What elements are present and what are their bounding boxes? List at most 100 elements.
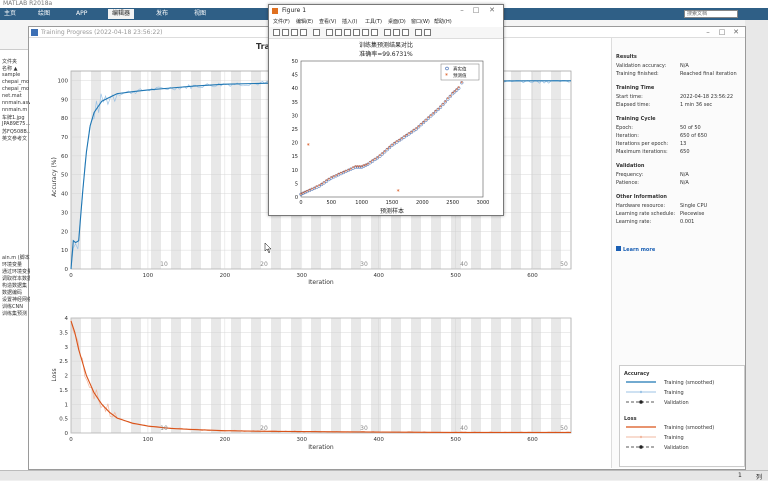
folder-item[interactable]: 数据编码 xyxy=(2,290,23,296)
figure-ytick-label: 15 xyxy=(292,154,298,160)
loss-ytick-label: 3 xyxy=(65,345,69,351)
save-icon[interactable] xyxy=(291,29,298,36)
predicted-value-point: * xyxy=(337,173,340,179)
show-plot-tools-icon[interactable] xyxy=(424,29,431,36)
folder-item[interactable]: ain.m (脚本) xyxy=(2,255,30,261)
folder-item[interactable]: 英文参考文 xyxy=(2,136,28,142)
menu-item-view[interactable]: 查看(V) xyxy=(319,19,337,25)
folder-item[interactable]: nnmain.m xyxy=(2,107,28,113)
print-icon[interactable] xyxy=(300,29,307,36)
epoch-label: 50 xyxy=(560,261,568,268)
learn-more-link[interactable]: Learn more xyxy=(616,246,655,253)
accuracy-xtick-label: 200 xyxy=(220,273,231,279)
zoom-out-icon[interactable] xyxy=(335,29,342,36)
legend-true-label: 真实值 xyxy=(453,66,467,73)
tab-plots[interactable]: 绘图 xyxy=(38,10,51,17)
loss-xtick-label: 400 xyxy=(373,437,384,443)
legend-icon[interactable] xyxy=(402,29,409,36)
edit-plot-icon[interactable] xyxy=(313,29,320,36)
info-value: 650 xyxy=(680,149,690,155)
menu-item-window[interactable]: 窗口(W) xyxy=(411,19,430,25)
hide-plot-tools-icon[interactable] xyxy=(415,29,422,36)
predicted-value-point: * xyxy=(460,81,463,87)
zoom-in-icon[interactable] xyxy=(326,29,333,36)
brush-icon[interactable] xyxy=(371,29,378,36)
folder-item[interactable]: sample xyxy=(2,72,21,78)
true-value-point xyxy=(404,133,409,138)
predicted-value-point: * xyxy=(434,110,437,116)
training-window-title: Training Progress (2022-04-18 23:56:22) xyxy=(41,29,163,36)
true-value-point xyxy=(395,140,399,144)
info-value: 1 min 36 sec xyxy=(680,102,713,108)
status-bar: 1 列 xyxy=(0,470,768,481)
menu-item-help[interactable]: 帮助(H) xyxy=(434,19,452,25)
menu-item-edit[interactable]: 编辑(E) xyxy=(296,19,314,25)
new-figure-icon[interactable] xyxy=(273,29,280,36)
predicted-value-point: * xyxy=(330,176,333,182)
close-icon[interactable]: ✕ xyxy=(733,28,739,36)
folder-item[interactable]: 文件夹 xyxy=(2,59,18,65)
info-value: 650 of 650 xyxy=(680,133,708,139)
true-value-point xyxy=(446,97,450,101)
true-value-point xyxy=(443,100,448,104)
predicted-value-point: * xyxy=(369,161,372,167)
search-input[interactable]: 搜索文档 xyxy=(684,10,738,18)
menu-item-tools[interactable]: 工具(T) xyxy=(365,19,382,25)
folder-item[interactable]: 构造数据集 xyxy=(2,283,28,289)
menu-item-file[interactable]: 文件(F) xyxy=(273,19,290,25)
true-value-point xyxy=(327,177,331,182)
info-value: Reached final iteration xyxy=(680,71,737,77)
folder-item[interactable]: JPA89E75... xyxy=(2,121,30,127)
folder-item[interactable]: 车牌1.jpg xyxy=(2,115,25,121)
maximize-icon[interactable]: □ xyxy=(472,6,480,14)
loss-ytick-label: 4 xyxy=(65,316,69,322)
tab-home[interactable]: 主页 xyxy=(4,10,17,17)
folder-item[interactable]: 通过环境变量 xyxy=(2,269,30,275)
folder-item[interactable]: nnmain.asv xyxy=(2,100,30,106)
tab-publish[interactable]: 发布 xyxy=(156,10,169,17)
colorbar-icon[interactable] xyxy=(393,29,400,36)
accuracy-xtick-label: 400 xyxy=(373,273,384,279)
folder-item[interactable]: 训练集预测 xyxy=(2,311,28,317)
predicted-value-point: * xyxy=(457,86,460,92)
true-value-point xyxy=(362,164,366,168)
folder-item[interactable]: 设置神经网络 xyxy=(2,297,30,303)
tab-apps[interactable]: APP xyxy=(76,10,88,17)
accuracy-ytick-label: 90 xyxy=(61,97,68,103)
menu-item-insert[interactable]: 插入(I) xyxy=(342,19,358,25)
menu-item-desktop[interactable]: 桌面(D) xyxy=(388,19,406,25)
true-value-point xyxy=(366,162,370,167)
folder-item[interactable]: chepai_mo xyxy=(2,86,30,92)
folder-item[interactable]: net.mat xyxy=(2,93,22,99)
true-value-point xyxy=(378,154,382,158)
figure-xtick-label: 500 xyxy=(327,200,337,206)
loss-xtick-label: 100 xyxy=(143,437,154,443)
loss-ytick-label: 2 xyxy=(65,374,69,380)
pan-icon[interactable] xyxy=(344,29,351,36)
accuracy-ytick-label: 30 xyxy=(61,210,68,216)
predicted-value-point: * xyxy=(398,138,401,144)
accuracy-ytick-label: 80 xyxy=(61,116,68,122)
loss-smoothed-line xyxy=(70,320,571,433)
maximize-icon[interactable]: □ xyxy=(718,28,726,36)
minimize-icon[interactable]: – xyxy=(706,28,710,36)
loss-xlabel: Iteration xyxy=(308,444,334,451)
folder-item[interactable]: 调取样本数据 xyxy=(2,276,30,282)
rotate-icon[interactable] xyxy=(353,29,360,36)
link-plot-icon[interactable] xyxy=(384,29,391,36)
true-value-point xyxy=(392,142,397,146)
minimize-icon[interactable]: – xyxy=(460,6,464,14)
predicted-value-point: * xyxy=(300,192,303,198)
folder-item[interactable]: 名称 ▲ xyxy=(2,66,18,72)
folder-item[interactable]: 训练CNN xyxy=(2,304,23,310)
tab-view[interactable]: 视图 xyxy=(194,10,207,17)
data-cursor-icon[interactable] xyxy=(362,29,369,36)
open-file-icon[interactable] xyxy=(282,29,289,36)
folder-item[interactable]: 苏FQ508B... xyxy=(2,129,30,135)
folder-item[interactable]: 环境变量 xyxy=(2,262,23,268)
folder-item[interactable]: chepai_mo xyxy=(2,79,30,85)
close-icon[interactable]: ✕ xyxy=(489,6,495,14)
current-folder-list: 文件夹 名称 ▲ sample chepai_mo chepai_mo net.mat nn… xyxy=(0,50,30,470)
tab-editor[interactable]: 编辑器 xyxy=(108,9,135,19)
predicted-value-point: * xyxy=(408,132,411,138)
